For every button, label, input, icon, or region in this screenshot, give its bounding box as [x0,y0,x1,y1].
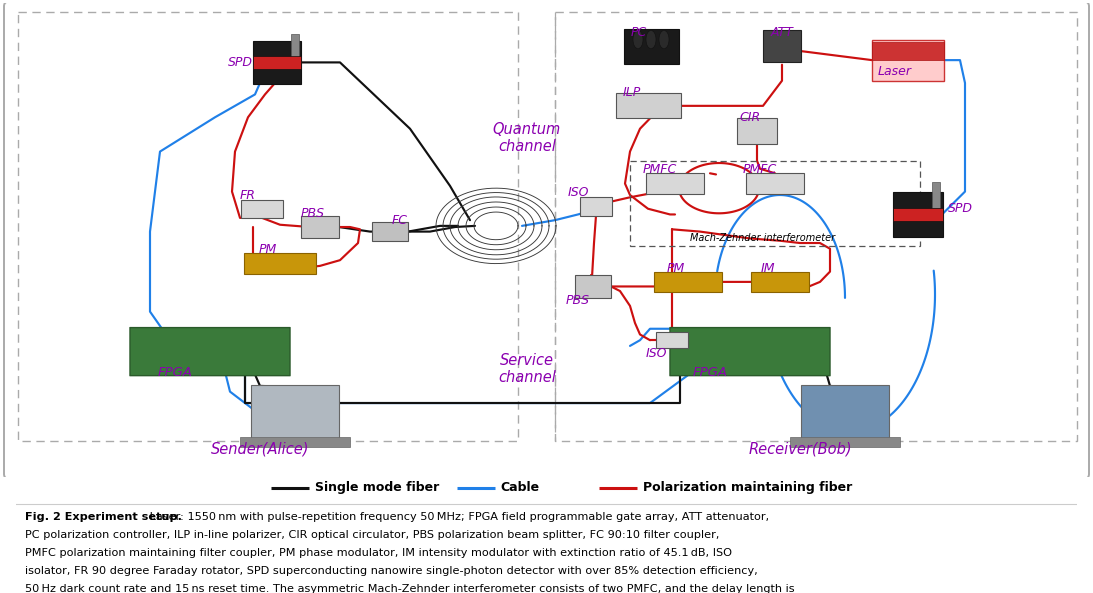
Bar [575,275,611,298]
Bar [251,385,339,444]
Text: FPGA: FPGA [693,366,728,379]
Bar [801,385,889,444]
Text: Laser: 1550 nm with pulse-repetition frequency 50 MHz; FPGA field programmable g: Laser: 1550 nm with pulse-repetition fre… [145,512,768,522]
Ellipse shape [646,30,656,49]
Text: Cable: Cable [501,482,540,494]
Text: Polarization maintaining fiber: Polarization maintaining fiber [643,482,851,494]
Text: FPGA: FPGA [157,366,192,379]
Bar [737,119,777,144]
Text: PBS: PBS [301,207,325,220]
Bar [893,208,943,221]
Bar [623,29,679,63]
Text: SPD: SPD [948,202,973,215]
Bar [654,272,722,292]
Bar [240,438,350,447]
Bar [615,93,681,119]
Text: FC: FC [392,213,408,227]
Text: SPD: SPD [227,56,252,69]
Bar [240,200,283,218]
FancyBboxPatch shape [670,327,830,375]
Bar [932,183,940,208]
Bar [372,222,408,241]
Bar [763,30,801,62]
Text: Laser: Laser [878,65,912,78]
Text: Service
channel: Service channel [498,353,556,385]
Bar [656,332,687,348]
Text: Sender(Alice): Sender(Alice) [211,441,309,456]
Bar [252,56,301,69]
Text: PMFC: PMFC [643,163,678,176]
Text: PMFC polarization maintaining filter coupler, PM phase modulator, IM intensity m: PMFC polarization maintaining filter cou… [25,548,732,558]
Text: PM: PM [667,262,685,275]
FancyBboxPatch shape [4,2,1089,479]
Text: isolator, FR 90 degree Faraday rotator, SPD superconducting nanowire single-phot: isolator, FR 90 degree Faraday rotator, … [25,566,757,576]
Text: ILP: ILP [623,85,642,98]
Text: CIR: CIR [740,111,761,124]
Bar [291,34,299,59]
Text: Quantum
channel: Quantum channel [493,122,561,154]
Text: ISO: ISO [567,186,589,199]
Ellipse shape [659,30,669,49]
Text: Single mode fiber: Single mode fiber [315,482,439,494]
Bar [252,41,301,84]
Text: PM: PM [259,243,278,256]
Text: 50 Hz dark count rate and 15 ns reset time. The asymmetric Mach-Zehnder interfer: 50 Hz dark count rate and 15 ns reset ti… [25,584,795,593]
Text: PC: PC [631,26,647,39]
Bar [244,253,316,274]
Bar [872,40,944,81]
Text: Receiver(Bob): Receiver(Bob) [749,441,851,456]
FancyBboxPatch shape [130,327,290,375]
Text: PBS: PBS [566,294,590,307]
Bar [751,272,809,292]
Text: ISO: ISO [645,347,667,361]
Bar [646,173,704,194]
Bar [747,173,804,194]
Bar [872,42,944,60]
Ellipse shape [633,30,643,49]
Text: Mach-Zehnder interferometer: Mach-Zehnder interferometer [690,233,835,243]
Text: PC polarization controller, ILP in-line polarizer, CIR optical circulator, PBS p: PC polarization controller, ILP in-line … [25,530,719,540]
Text: IM: IM [761,262,775,275]
Bar [580,197,612,216]
Bar [301,216,339,238]
Text: PMFC: PMFC [743,163,777,176]
Bar [893,192,943,237]
Text: Fig. 2 Experiment setup.: Fig. 2 Experiment setup. [25,512,181,522]
Text: ATT: ATT [771,26,794,39]
Text: FR: FR [240,189,256,202]
Bar [790,438,900,447]
